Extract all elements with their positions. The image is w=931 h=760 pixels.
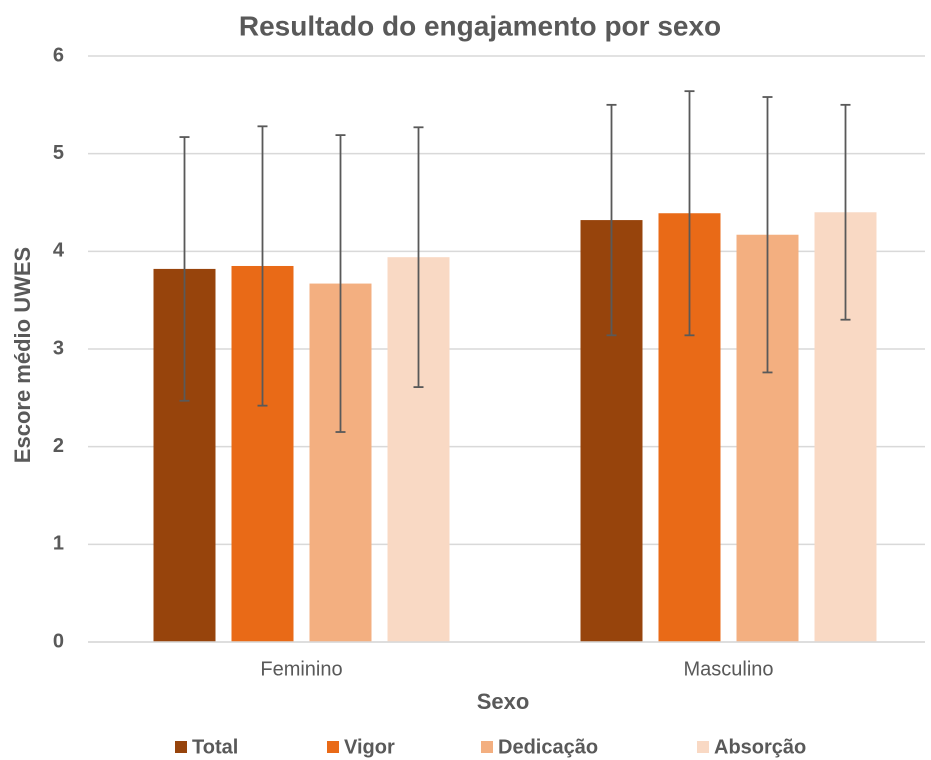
error-bar xyxy=(762,96,773,374)
legend-swatch xyxy=(327,741,339,753)
legend-swatch xyxy=(697,741,709,753)
legend-label: Absorção xyxy=(714,736,806,758)
legend-label: Total xyxy=(192,736,238,758)
error-bar xyxy=(179,136,190,402)
y-tick-label: 3 xyxy=(53,337,64,359)
y-tick-label: 4 xyxy=(53,240,65,262)
legend-label: Vigor xyxy=(344,736,395,758)
legend-swatch xyxy=(175,741,187,753)
error-bar xyxy=(413,126,424,388)
legend-swatch xyxy=(481,741,493,753)
error-bar xyxy=(335,134,346,433)
chart-title: Resultado do engajamento por sexo xyxy=(239,10,721,41)
x-tick-label: Feminino xyxy=(260,658,342,680)
error-bar xyxy=(840,103,851,321)
y-axis-label: Escore médio UWES xyxy=(10,247,35,463)
x-tick-label: Masculino xyxy=(683,658,773,680)
y-tick-label: 1 xyxy=(53,533,64,555)
y-tick-label: 6 xyxy=(53,44,64,66)
legend-label: Dedicação xyxy=(498,736,598,758)
x-axis-label: Sexo xyxy=(477,689,530,714)
y-tick-label: 5 xyxy=(53,142,64,164)
y-tick-label: 0 xyxy=(53,630,64,652)
error-bar xyxy=(257,125,268,407)
error-bar xyxy=(684,90,695,337)
y-tick-label: 2 xyxy=(53,435,64,457)
error-bar xyxy=(606,103,617,337)
